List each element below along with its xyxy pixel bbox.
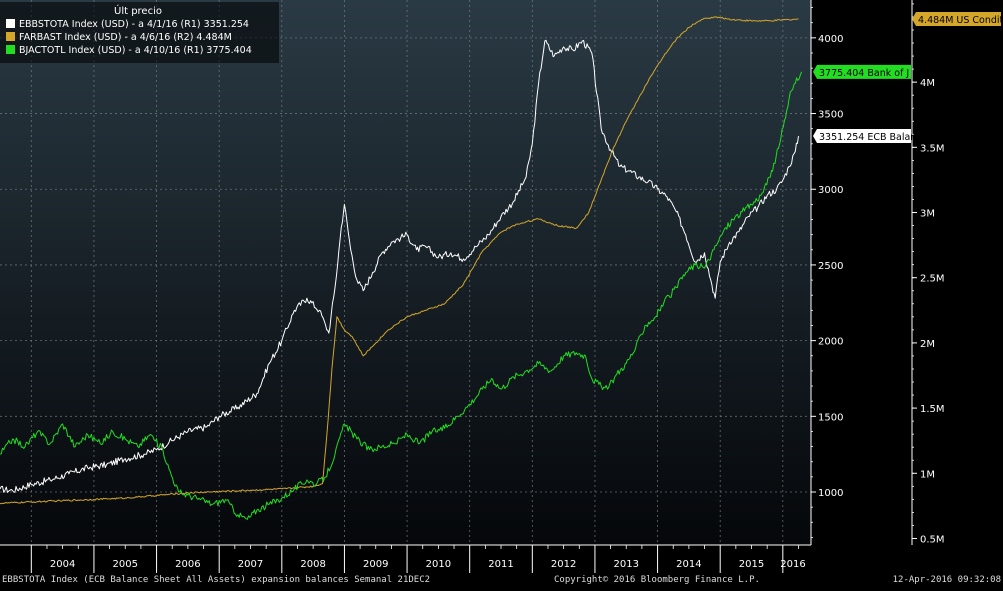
legend-swatch bbox=[6, 32, 15, 41]
legend-label: EBBSTOTA Index (USD) - a 4/1/16 (R1) 335… bbox=[19, 19, 249, 30]
legend-swatch bbox=[6, 45, 15, 54]
tag-shape bbox=[813, 64, 911, 79]
r2-tick-label: 3.5M bbox=[920, 143, 945, 154]
legend-label: BJACTOTL Index (USD) - a 4/10/16 (R1) 37… bbox=[19, 45, 252, 56]
x-tick-label: 2015 bbox=[739, 559, 764, 570]
tag-shape bbox=[813, 129, 911, 144]
legend-box bbox=[0, 2, 279, 63]
plot-background bbox=[0, 0, 811, 545]
x-tick-label: 2006 bbox=[175, 559, 200, 570]
x-tick-label: 2009 bbox=[363, 559, 388, 570]
x-tick-label: 2011 bbox=[488, 559, 513, 570]
legend-label: FARBAST Index (USD) - a 4/6/16 (R2) 4.48… bbox=[19, 32, 232, 43]
axes: 1000 1500 2000 2500 3000 3500 4000 0.5M 1M 1.5M 2M… bbox=[0, 0, 945, 573]
tag-label: 3351.254 ECB Balan bbox=[819, 132, 916, 143]
series-line bbox=[0, 16, 799, 505]
x-tick-label: 2016 bbox=[780, 559, 805, 570]
last-price-tag: 3775.404 Bank of J bbox=[813, 64, 911, 79]
legend-swatch bbox=[6, 19, 15, 28]
x-tick-label: 2008 bbox=[300, 559, 325, 570]
last-price-tag: 4.484M US Condit bbox=[912, 12, 1003, 27]
tag-label: 4.484M US Condit bbox=[918, 15, 1003, 26]
r2-tick-label: 1M bbox=[920, 469, 935, 480]
x-tick-label: 2012 bbox=[551, 559, 576, 570]
x-tick-label: 2005 bbox=[113, 559, 138, 570]
x-tick-label: 2004 bbox=[50, 559, 75, 570]
r1-tick-label: 1000 bbox=[818, 488, 843, 499]
r1-tick-label: 4000 bbox=[818, 34, 843, 45]
r2-tick-label: 4M bbox=[920, 78, 935, 89]
footer-timestamp: 12-Apr-2016 09:32:08 bbox=[892, 575, 1001, 585]
r2-tick-label: 1.5M bbox=[920, 404, 945, 415]
last-price-tag: 3351.254 ECB Balan bbox=[813, 129, 916, 144]
legend-header: Últ precio bbox=[114, 4, 162, 17]
tag-shape bbox=[912, 12, 1001, 27]
series-line bbox=[0, 71, 803, 520]
x-tick-label: 2010 bbox=[426, 559, 451, 570]
footer-copyright: Copyright© 2016 Bloomberg Finance L.P. bbox=[554, 575, 760, 585]
r1-tick-label: 3500 bbox=[818, 110, 843, 121]
r1-tick-label: 1500 bbox=[818, 412, 843, 423]
x-tick-label: 2013 bbox=[614, 559, 639, 570]
series-line bbox=[0, 39, 799, 493]
tag-label: 3775.404 Bank of J bbox=[819, 68, 909, 79]
r2-tick-label: 3M bbox=[920, 209, 935, 220]
r2-tick-label: 2.5M bbox=[920, 274, 945, 285]
r1-tick-label: 3000 bbox=[818, 185, 843, 196]
r1-tick-label: 2500 bbox=[818, 261, 843, 272]
r1-tick-label: 2000 bbox=[818, 337, 843, 348]
legend: Últ precio EBBSTOTA Index (USD) - a 4/1/1… bbox=[0, 2, 279, 63]
footer-description: EBBSTOTA Index (ECB Balance Sheet All As… bbox=[2, 575, 431, 585]
r2-tick-label: 0.5M bbox=[920, 534, 945, 545]
x-tick-label: 2014 bbox=[676, 559, 701, 570]
series-layer bbox=[0, 16, 803, 520]
last-price-tags: 4.484M US Condit 3775.404 Bank of J 3351.2… bbox=[813, 12, 1003, 144]
r2-tick-label: 2M bbox=[920, 339, 935, 350]
grid bbox=[0, 0, 811, 545]
x-tick-label: 2007 bbox=[238, 559, 263, 570]
footer: EBBSTOTA Index (ECB Balance Sheet All As… bbox=[0, 574, 1003, 587]
